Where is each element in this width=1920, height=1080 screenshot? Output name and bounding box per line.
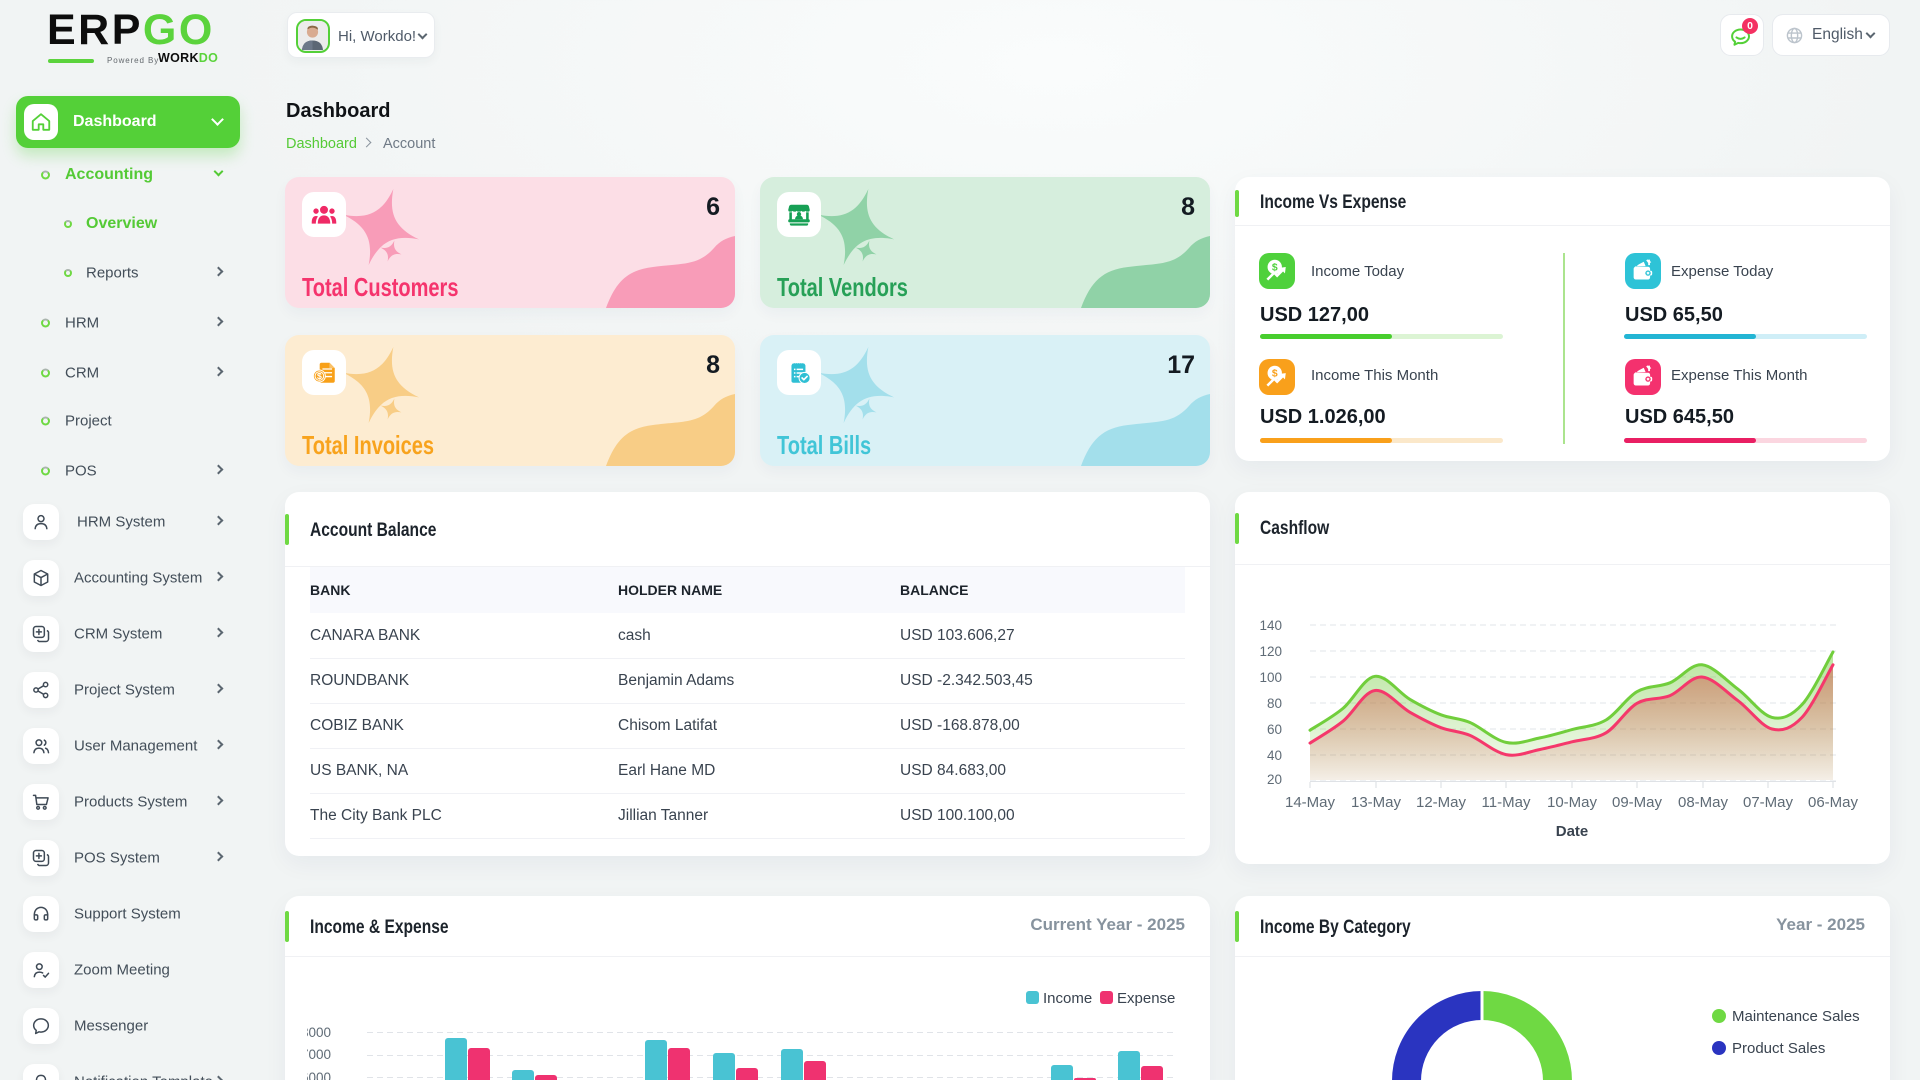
svg-text:Date: Date xyxy=(1556,823,1589,840)
svg-text:20: 20 xyxy=(1267,772,1282,787)
svg-text:06-May: 06-May xyxy=(1808,794,1859,811)
svg-text:07-May: 07-May xyxy=(1743,794,1794,811)
svg-text:140: 140 xyxy=(1259,618,1282,633)
svg-text:60: 60 xyxy=(1267,722,1282,737)
svg-text:09-May: 09-May xyxy=(1612,794,1663,811)
svg-text:12-May: 12-May xyxy=(1416,794,1467,811)
svg-text:$: $ xyxy=(1272,263,1278,274)
svg-text:$: $ xyxy=(1272,369,1278,380)
svg-text:120: 120 xyxy=(1259,644,1282,659)
svg-text:11-May: 11-May xyxy=(1482,794,1531,811)
svg-text:13-May: 13-May xyxy=(1351,794,1402,811)
svg-text:100: 100 xyxy=(1259,670,1282,685)
svg-text:$: $ xyxy=(317,371,322,381)
svg-text:80: 80 xyxy=(1267,696,1282,711)
svg-text:10-May: 10-May xyxy=(1547,794,1598,811)
svg-text:14-May: 14-May xyxy=(1285,794,1336,811)
svg-text:40: 40 xyxy=(1267,748,1282,763)
svg-text:08-May: 08-May xyxy=(1678,794,1729,811)
